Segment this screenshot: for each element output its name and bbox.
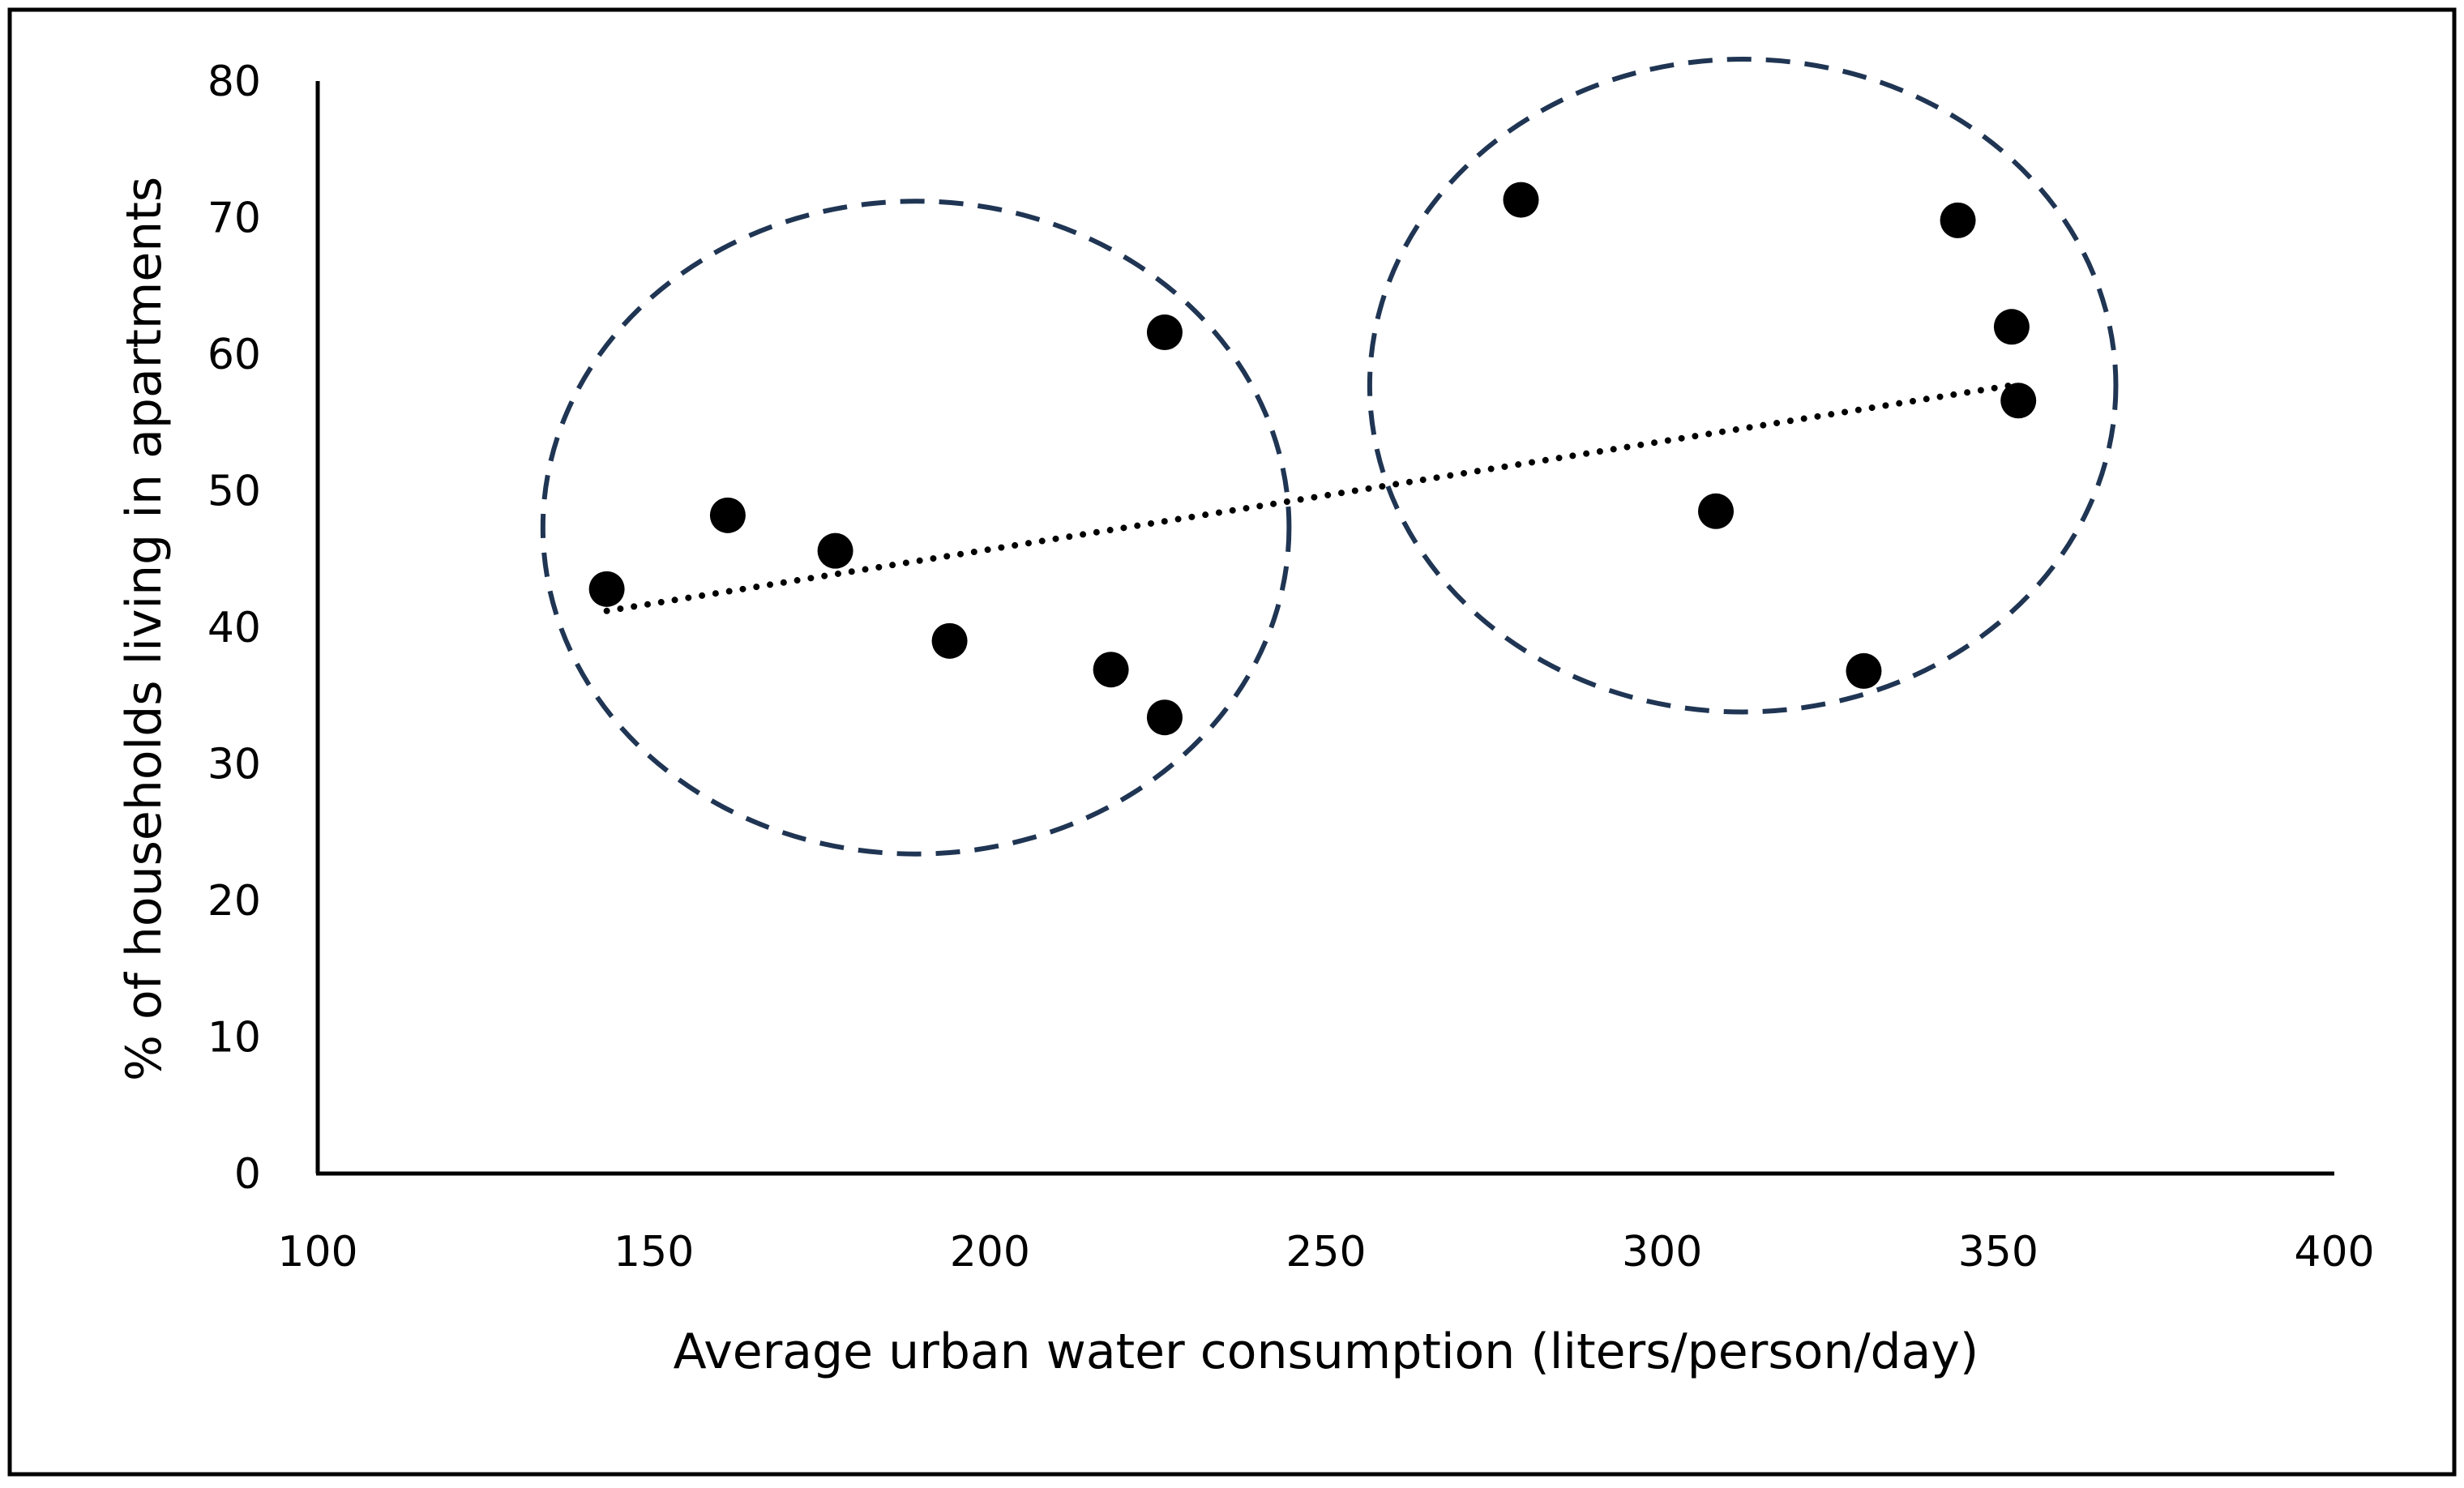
data-point — [1698, 493, 1735, 529]
y-axis-title: % of households living in apartments — [116, 177, 173, 1081]
data-point — [1503, 182, 1539, 218]
cluster-ellipse — [1367, 57, 2119, 715]
data-point — [1146, 314, 1183, 351]
cluster-ellipse — [540, 199, 1292, 857]
data-point — [588, 571, 625, 607]
data-point — [931, 622, 968, 659]
data-point — [2000, 383, 2037, 419]
data-points — [588, 182, 2037, 736]
data-point — [1093, 652, 1129, 688]
x-tick-label: 250 — [1285, 1228, 1366, 1276]
cluster-ellipses — [540, 57, 2119, 857]
data-point — [1993, 309, 2030, 345]
tick-labels: 100 150 200 250 300 350 400 0 10 20 30 40 50 60 70 80 — [207, 58, 2375, 1276]
y-tick-label: 50 — [207, 468, 261, 516]
y-tick-label: 70 — [207, 195, 261, 243]
trendline — [603, 381, 2022, 614]
x-tick-label: 400 — [2294, 1228, 2374, 1276]
x-tick-label: 150 — [614, 1228, 694, 1276]
axes — [315, 81, 2334, 1176]
chart-frame — [7, 7, 2457, 1477]
y-tick-label: 40 — [207, 604, 261, 652]
data-point — [1940, 202, 1976, 238]
data-point — [709, 497, 746, 533]
x-tick-label: 100 — [277, 1228, 357, 1276]
data-point — [1846, 652, 1882, 689]
y-tick-label: 30 — [207, 741, 261, 789]
x-tick-label: 200 — [950, 1228, 1030, 1276]
data-point — [817, 532, 853, 569]
y-tick-label: 10 — [207, 1014, 261, 1063]
x-tick-label: 300 — [1622, 1228, 1702, 1276]
x-axis-title: Average urban water consumption (liters/… — [674, 1323, 1979, 1380]
trendline-layer — [603, 381, 2022, 614]
y-tick-label: 80 — [207, 58, 261, 106]
y-tick-label: 60 — [207, 331, 261, 379]
data-point — [1146, 699, 1183, 736]
y-tick-label: 0 — [234, 1150, 261, 1199]
y-tick-label: 20 — [207, 877, 261, 926]
x-tick-label: 350 — [1958, 1228, 2038, 1276]
